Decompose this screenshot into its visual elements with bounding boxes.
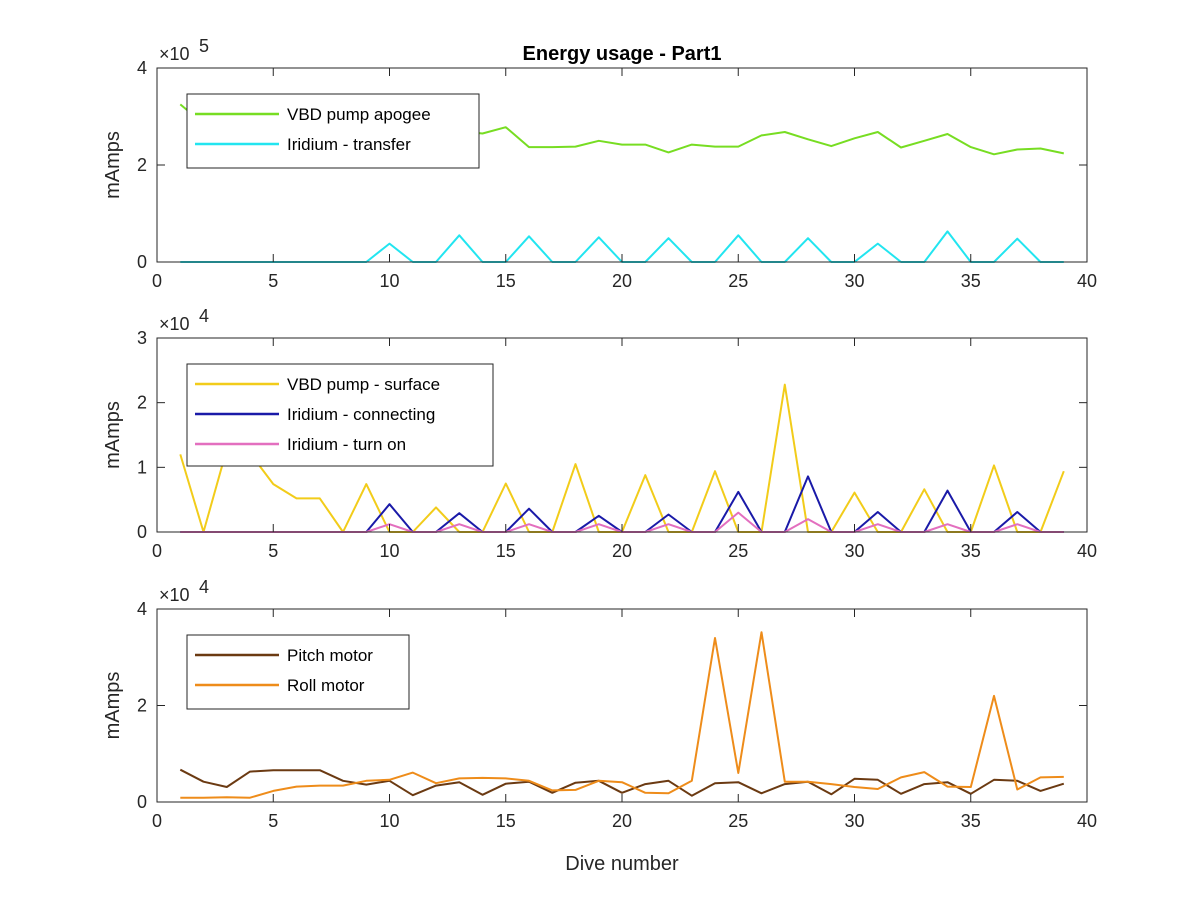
legend-entry-label: Iridium - turn on bbox=[287, 435, 406, 454]
subplot-1-y-exponent-base: ×10 bbox=[159, 44, 190, 64]
y-tick-label: 2 bbox=[137, 393, 147, 413]
x-tick-label: 25 bbox=[728, 271, 748, 291]
subplot-2-y-exponent: ×10 4 bbox=[159, 306, 209, 334]
x-tick-label: 40 bbox=[1077, 541, 1097, 561]
legend-entry-label: Pitch motor bbox=[287, 646, 373, 665]
x-tick-label: 0 bbox=[152, 811, 162, 831]
subplot-1-legend: VBD pump apogee Iridium - transfer bbox=[186, 93, 480, 169]
y-tick-label: 4 bbox=[137, 599, 147, 619]
y-tick-label: 1 bbox=[137, 457, 147, 477]
x-tick-label: 35 bbox=[961, 271, 981, 291]
subplot-3-xlabel: Dive number bbox=[565, 853, 679, 875]
legend-entry-label: Iridium - connecting bbox=[287, 405, 435, 424]
x-tick-label: 20 bbox=[612, 271, 632, 291]
x-tick-label: 40 bbox=[1077, 271, 1097, 291]
subplot-3: 0 5 10 15 20 25 30 35 40 0 2 4 mAmps Dive number ×1… bbox=[102, 577, 1097, 875]
x-tick-label: 5 bbox=[268, 811, 278, 831]
x-tick-label: 40 bbox=[1077, 811, 1097, 831]
subplot-3-y-exponent: ×10 4 bbox=[159, 577, 209, 605]
legend-entry-label: VBD pump - surface bbox=[287, 375, 440, 394]
x-tick-label: 20 bbox=[612, 811, 632, 831]
subplot-3-ylabel: mAmps bbox=[102, 672, 124, 740]
x-tick-label: 15 bbox=[496, 271, 516, 291]
subplot-2-y-exponent-power: 4 bbox=[199, 306, 209, 326]
y-tick-label: 0 bbox=[137, 522, 147, 542]
x-tick-label: 25 bbox=[728, 541, 748, 561]
subplot-3-legend: Pitch motor Roll motor bbox=[186, 634, 410, 710]
x-tick-label: 30 bbox=[844, 271, 864, 291]
legend-box bbox=[186, 634, 410, 710]
x-tick-label: 30 bbox=[844, 811, 864, 831]
y-tick-label: 0 bbox=[137, 252, 147, 272]
subplot-2-legend: VBD pump - surface Iridium - connecting Ir… bbox=[186, 363, 494, 467]
y-tick-label: 3 bbox=[137, 328, 147, 348]
series-line-pitch-motor bbox=[179, 768, 1065, 797]
legend-entry-label: Iridium - transfer bbox=[287, 135, 411, 154]
x-tick-label: 25 bbox=[728, 811, 748, 831]
x-tick-label: 5 bbox=[268, 541, 278, 561]
subplot-2-ticks: 0 5 10 15 20 25 30 35 40 0 1 2 3 bbox=[137, 328, 1097, 561]
x-tick-label: 0 bbox=[152, 271, 162, 291]
subplot-2-ylabel: mAmps bbox=[102, 401, 124, 469]
x-tick-label: 20 bbox=[612, 541, 632, 561]
subplot-3-y-exponent-base: ×10 bbox=[159, 585, 190, 605]
subplot-1-title: Energy usage - Part1 bbox=[523, 43, 722, 65]
legend-box bbox=[186, 93, 480, 169]
subplot-1-y-exponent-power: 5 bbox=[199, 36, 209, 56]
x-tick-label: 35 bbox=[961, 811, 981, 831]
subplot-2-y-exponent-base: ×10 bbox=[159, 314, 190, 334]
subplot-1-y-exponent: ×10 5 bbox=[159, 36, 209, 64]
y-tick-label: 4 bbox=[137, 58, 147, 78]
series-line-roll-motor bbox=[180, 631, 1064, 799]
x-tick-label: 15 bbox=[496, 811, 516, 831]
subplot-3-ticks: 0 5 10 15 20 25 30 35 40 0 2 4 bbox=[137, 599, 1097, 831]
subplot-3-y-exponent-power: 4 bbox=[199, 577, 209, 597]
subplot-3-series-lines bbox=[179, 631, 1065, 799]
y-tick-label: 0 bbox=[137, 792, 147, 812]
y-tick-label: 2 bbox=[137, 696, 147, 716]
subplot-2: 0 5 10 15 20 25 30 35 40 0 1 2 3 mAmps ×10 4 VBD pum… bbox=[102, 306, 1097, 561]
subplot-1-ticks: 0 5 10 15 20 25 30 35 40 0 2 4 bbox=[137, 58, 1097, 291]
subplot-1: 0 5 10 15 20 25 30 35 40 0 2 4 Energy usage - Part1… bbox=[102, 36, 1097, 291]
x-tick-label: 15 bbox=[496, 541, 516, 561]
x-tick-label: 0 bbox=[152, 541, 162, 561]
subplot-1-ylabel: mAmps bbox=[102, 131, 124, 199]
legend-entry-label: Roll motor bbox=[287, 676, 365, 695]
x-tick-label: 10 bbox=[379, 271, 399, 291]
y-tick-label: 2 bbox=[137, 155, 147, 175]
x-tick-label: 10 bbox=[379, 541, 399, 561]
x-tick-label: 5 bbox=[268, 271, 278, 291]
x-tick-label: 10 bbox=[379, 811, 399, 831]
x-tick-label: 30 bbox=[844, 541, 864, 561]
x-tick-label: 35 bbox=[961, 541, 981, 561]
legend-entry-label: VBD pump apogee bbox=[287, 105, 431, 124]
